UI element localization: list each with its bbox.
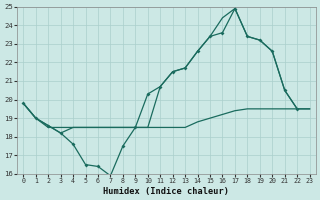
X-axis label: Humidex (Indice chaleur): Humidex (Indice chaleur) <box>103 187 229 196</box>
